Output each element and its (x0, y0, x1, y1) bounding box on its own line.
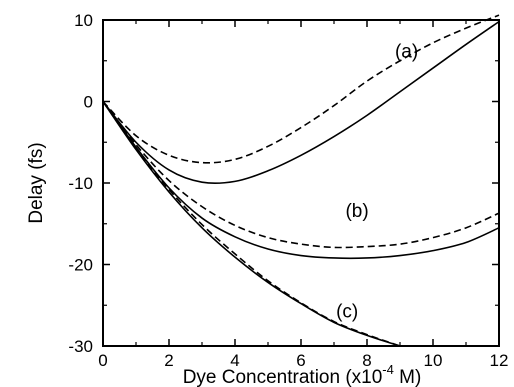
tick-labels: 0 2 4 6 8 10 12 -30 -20 -10 0 10 (68, 11, 508, 370)
x-tick-label: 2 (164, 351, 173, 370)
y-tick-label: -30 (68, 337, 93, 356)
axis-ticks (103, 20, 499, 346)
x-axis-title-tail: M) (394, 367, 421, 387)
y-tick-label: 10 (74, 11, 93, 30)
x-tick-label: 4 (230, 351, 239, 370)
x-axis-title: Dye Concentration (x10-4 M) (183, 362, 422, 387)
dashed-curve-4 (102, 101, 401, 347)
y-tick-label: -20 (68, 256, 93, 275)
curves (102, 14, 500, 347)
curve-label: (c) (336, 301, 358, 322)
y-tick-label: 0 (84, 93, 93, 112)
x-axis-title-exponent: -4 (382, 362, 394, 377)
dashed-curve-0 (102, 14, 500, 164)
solid-curve-3 (102, 101, 500, 260)
dashed-curve-2 (102, 101, 500, 249)
x-tick-label: 0 (98, 351, 107, 370)
y-tick-label: -10 (68, 174, 93, 193)
x-axis-title-main: Dye Concentration (x10 (183, 367, 383, 387)
solid-curve-1 (102, 20, 500, 185)
x-tick-label: 8 (362, 351, 371, 370)
curve-label: (a) (395, 41, 418, 62)
y-axis-title: Delay (fs) (26, 142, 47, 223)
solid-curve-5 (102, 101, 401, 347)
annotations: (a) (b) (c) (336, 41, 418, 322)
curve-label: (b) (345, 201, 368, 222)
x-tick-label: 12 (490, 351, 509, 370)
x-tick-label: 10 (424, 351, 443, 370)
x-tick-label: 6 (296, 351, 305, 370)
